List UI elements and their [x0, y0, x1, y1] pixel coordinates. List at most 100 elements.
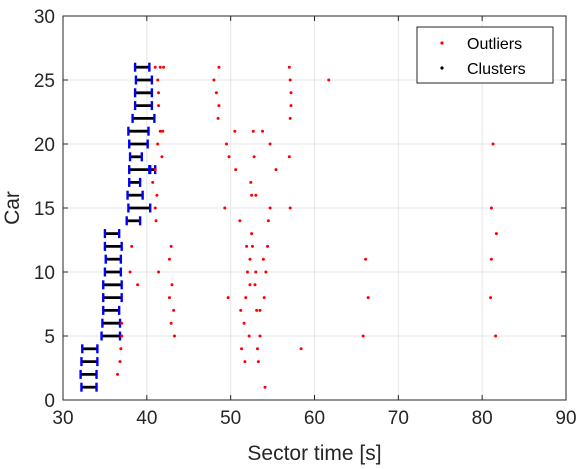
outlier-point [242, 321, 246, 325]
outlier-point [128, 270, 132, 274]
outlier-point [249, 180, 253, 184]
y-tick-label: 25 [34, 71, 55, 92]
cluster-bar [128, 139, 149, 149]
x-tick-label: 70 [388, 408, 409, 429]
outlier-point [258, 308, 262, 312]
outlier-point [256, 360, 260, 364]
outlier-point [234, 168, 238, 172]
cluster-bar [79, 369, 98, 379]
outlier-point [261, 129, 265, 133]
outlier-point [489, 206, 493, 210]
outlier-point [226, 296, 230, 300]
outlier-point [266, 244, 270, 248]
outlier-point [130, 244, 134, 248]
outlier-point [255, 347, 259, 351]
cluster-bar [128, 165, 151, 175]
outlier-point [115, 372, 119, 376]
outlier-point [119, 347, 123, 351]
outlier-point [247, 334, 251, 338]
x-tick-label: 60 [304, 408, 325, 429]
cluster-bar [102, 293, 123, 303]
outlier-point [216, 116, 220, 120]
outlier-point [162, 65, 166, 69]
legend-marker-clusters [440, 66, 444, 70]
outlier-point [248, 283, 252, 287]
outlier-point [172, 334, 176, 338]
outlier-point [155, 193, 159, 197]
outlier-point [158, 129, 162, 133]
outlier-point [245, 270, 249, 274]
x-tick-label: 80 [472, 408, 493, 429]
x-tick-label: 90 [555, 408, 576, 429]
cluster-bar [127, 126, 150, 136]
outlier-point [120, 334, 124, 338]
cluster-bar [80, 382, 98, 392]
outlier-point [118, 360, 122, 364]
outlier-point [489, 257, 493, 261]
cluster-bar [133, 62, 151, 72]
outlier-point [268, 206, 272, 210]
outlier-point [217, 104, 221, 108]
outlier-point [160, 155, 164, 159]
cluster-bar [134, 75, 154, 85]
outlier-point [289, 91, 293, 95]
legend: Outliers Clusters [416, 26, 554, 84]
cluster-bar [104, 254, 123, 264]
outlier-point [153, 65, 157, 69]
outlier-point [268, 142, 272, 146]
ticks: 30 40 50 60 70 80 90 0 5 10 15 20 25 30 [34, 7, 577, 429]
y-axis-label: Car [1, 191, 24, 225]
outlier-point [361, 334, 365, 338]
outlier-point [223, 206, 227, 210]
outlier-point [263, 385, 267, 389]
cluster-bar [103, 229, 121, 239]
cluster-bar [103, 241, 123, 251]
outlier-point [288, 78, 292, 82]
outlier-point [494, 334, 498, 338]
legend-marker-outliers [440, 41, 444, 45]
outlier-point [224, 142, 228, 146]
cluster-bar [103, 267, 123, 277]
outlier-point [287, 155, 291, 159]
outlier-point [253, 283, 257, 287]
outlier-point [233, 129, 237, 133]
outlier-point [136, 283, 140, 287]
outlier-point [227, 155, 231, 159]
outlier-point [288, 206, 292, 210]
outlier-point [366, 296, 370, 300]
x-tick-label: 40 [136, 408, 157, 429]
outlier-point [169, 244, 173, 248]
outlier-point [167, 257, 171, 261]
outlier-point [151, 180, 155, 184]
cluster-bar [133, 101, 154, 111]
y-tick-label: 15 [34, 199, 55, 220]
outlier-point [489, 296, 493, 300]
outlier-point [255, 308, 259, 312]
outlier-point [161, 129, 165, 133]
outlier-point [250, 244, 254, 248]
outlier-point [157, 91, 161, 95]
cluster-bar [125, 216, 142, 226]
plot-area [79, 62, 498, 392]
legend-box [416, 26, 554, 84]
outlier-point [248, 257, 252, 261]
outlier-point [244, 296, 248, 300]
outlier-point [491, 142, 495, 146]
outlier-point [153, 168, 157, 172]
outlier-point [169, 321, 173, 325]
legend-label-clusters: Clusters [467, 61, 526, 78]
y-tick-label: 10 [34, 263, 55, 284]
outlier-point [261, 257, 265, 261]
outlier-point [158, 65, 162, 69]
y-tick-label: 20 [34, 135, 55, 156]
outlier-point [250, 193, 254, 197]
outlier-point [289, 104, 293, 108]
cluster-bar [127, 203, 152, 213]
outlier-point [238, 219, 242, 223]
outlier-point [250, 232, 254, 236]
outlier-point [266, 219, 270, 223]
outlier-point [154, 219, 158, 223]
cluster-bar [101, 318, 122, 328]
outlier-point [251, 129, 255, 133]
outlier-point [262, 296, 266, 300]
